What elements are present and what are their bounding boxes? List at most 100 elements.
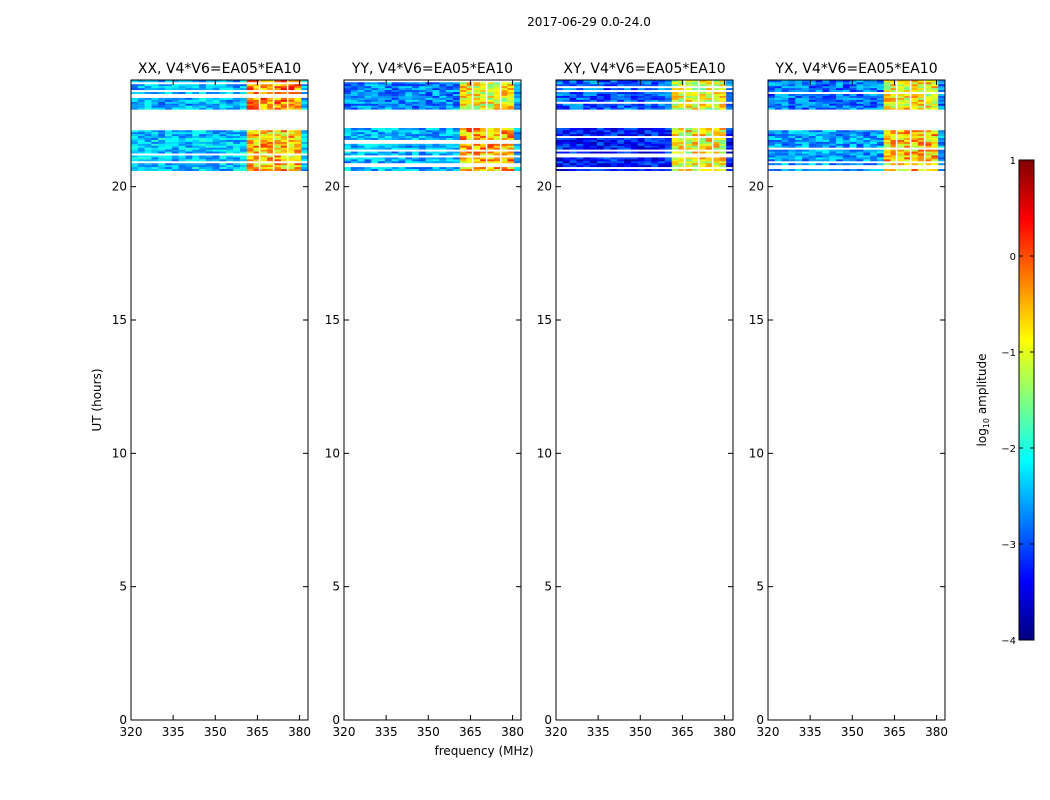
heatmap-cell — [212, 133, 220, 137]
heatmap-cell — [273, 155, 282, 158]
heatmap-cell — [405, 160, 413, 164]
heatmap-cell — [910, 128, 919, 131]
heatmap-cell — [802, 103, 810, 106]
heatmap-cell — [452, 166, 461, 170]
heatmap-cell — [199, 87, 207, 91]
heatmap-cell — [802, 153, 810, 156]
heatmap-cell — [480, 97, 488, 100]
heatmap-cell — [165, 141, 173, 144]
heatmap-cell — [178, 168, 186, 171]
heatmap-cell — [664, 155, 673, 158]
heatmap-cell — [273, 128, 282, 131]
heatmap-cell — [658, 135, 666, 138]
heatmap-cell — [364, 131, 372, 135]
heatmap-cell — [781, 91, 789, 94]
heatmap-cell — [280, 81, 288, 85]
heatmap-cell — [131, 133, 139, 137]
heatmap-cell — [350, 155, 358, 158]
heatmap-cell — [671, 83, 679, 87]
heatmap-cell — [705, 151, 713, 154]
heatmap-cell — [897, 129, 905, 133]
heatmap-cell — [233, 139, 241, 142]
heatmap-cell — [617, 83, 625, 87]
heatmap-cell — [199, 93, 207, 96]
heatmap-cell — [137, 80, 145, 83]
heatmap-cell — [205, 164, 213, 168]
heatmap-cell — [398, 137, 406, 140]
heatmap-cell — [671, 164, 679, 168]
heatmap-cell — [384, 93, 392, 96]
heatmap-cell — [883, 87, 891, 91]
heatmap-cell — [876, 91, 885, 94]
heatmap-cell — [480, 153, 488, 156]
heatmap-cell — [260, 168, 268, 171]
heatmap-cell — [719, 162, 727, 166]
heatmap-cell — [883, 83, 891, 87]
heatmap-cell — [651, 164, 659, 168]
heatmap-cell — [432, 160, 440, 164]
heatmap-cell — [705, 162, 713, 166]
heatmap-cell — [870, 103, 878, 106]
heatmap-cell — [452, 135, 461, 138]
heatmap-cell — [500, 97, 508, 100]
heatmap-cell — [219, 87, 227, 91]
heatmap-cell — [480, 133, 488, 137]
heatmap-cell — [556, 149, 564, 152]
heatmap-cell — [371, 155, 379, 158]
heatmap-cell — [802, 95, 810, 98]
heatmap-cell — [870, 129, 878, 133]
heatmap-cell — [391, 164, 399, 168]
heatmap-cell — [719, 139, 727, 142]
heatmap-cell — [890, 91, 898, 94]
heatmap-cell — [131, 131, 139, 135]
heatmap-cell — [644, 95, 652, 98]
heatmap-cell — [664, 105, 673, 108]
heatmap-cell — [480, 91, 488, 94]
heatmap-cell — [412, 83, 420, 87]
heatmap-cell — [822, 87, 830, 91]
heatmap-cell — [446, 103, 454, 106]
heatmap-cell — [829, 107, 837, 110]
heatmap-cell — [205, 129, 213, 133]
heatmap-cell — [246, 129, 254, 133]
heatmap-cell — [287, 89, 295, 93]
heatmap-cell — [267, 164, 275, 168]
heatmap-cell — [583, 153, 591, 156]
heatmap-cell — [617, 145, 625, 148]
heatmap-cell — [418, 105, 426, 108]
heatmap-cell — [425, 139, 433, 142]
heatmap-cell — [212, 153, 220, 156]
heatmap-cell — [178, 105, 186, 108]
heatmap-cell — [822, 139, 830, 142]
heatmap-cell — [836, 162, 844, 166]
heatmap-cell — [425, 95, 433, 98]
heatmap-cell — [137, 153, 145, 156]
heatmap-cell — [890, 93, 898, 96]
heatmap-cell — [849, 164, 857, 168]
heatmap-cell — [651, 147, 659, 150]
heatmap-cell — [781, 93, 789, 96]
heatmap-cell — [171, 162, 179, 166]
channel-gap — [895, 128, 898, 171]
heatmap-cell — [678, 145, 686, 148]
heatmap-cell — [556, 89, 564, 93]
heatmap-cell — [685, 168, 693, 171]
heatmap-cell — [795, 164, 803, 168]
heatmap-cell — [705, 155, 713, 158]
heatmap-cell — [364, 103, 372, 106]
heatmap-cell — [405, 141, 413, 144]
heatmap-cell — [301, 87, 309, 91]
heatmap-cell — [137, 141, 145, 144]
heatmap-cell — [938, 149, 946, 152]
heatmap-cell — [294, 85, 302, 89]
heatmap-cell — [171, 89, 179, 93]
heatmap-cell — [287, 155, 295, 158]
heatmap-cell — [924, 81, 932, 85]
heatmap-cell — [719, 80, 727, 83]
x-tick-label: 365 — [246, 725, 269, 739]
heatmap-cell — [624, 85, 632, 89]
heatmap-cell — [378, 164, 386, 168]
heatmap-cell — [651, 81, 659, 85]
heatmap-cell — [233, 164, 241, 168]
heatmap-cell — [664, 83, 673, 87]
